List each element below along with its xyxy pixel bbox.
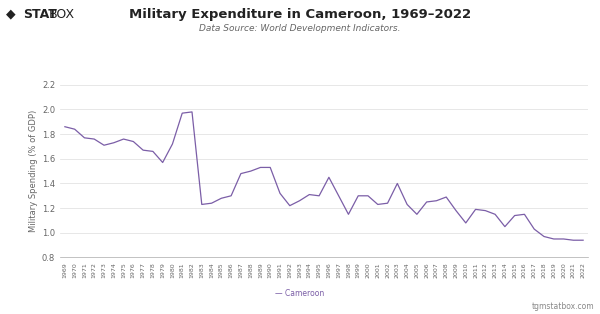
Text: tgmstatbox.com: tgmstatbox.com xyxy=(532,302,594,311)
Text: — Cameroon: — Cameroon xyxy=(275,289,325,298)
Text: Data Source: World Development Indicators.: Data Source: World Development Indicator… xyxy=(199,24,401,33)
Y-axis label: Military Spending (% of GDP): Military Spending (% of GDP) xyxy=(29,110,38,232)
Text: STAT: STAT xyxy=(23,8,56,21)
Text: Military Expenditure in Cameroon, 1969–2022: Military Expenditure in Cameroon, 1969–2… xyxy=(129,8,471,21)
Text: ◆: ◆ xyxy=(6,8,20,21)
Text: BOX: BOX xyxy=(49,8,76,21)
